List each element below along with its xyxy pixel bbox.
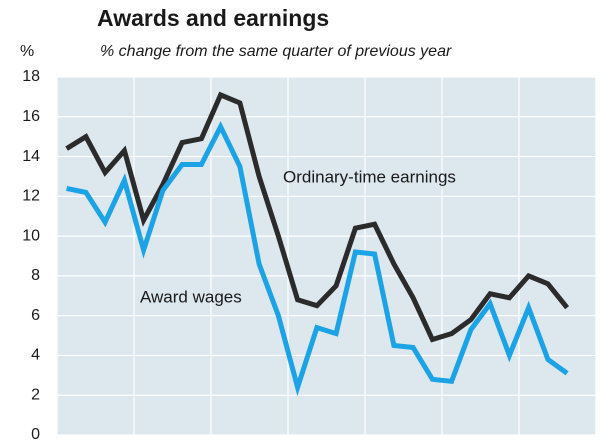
y-tick-label: 14	[22, 148, 40, 165]
y-axis-label: %	[20, 43, 34, 60]
lines	[65, 91, 570, 397]
plot-background	[57, 77, 596, 435]
series-label: Ordinary-time earnings	[283, 167, 456, 186]
y-tick-label: 4	[31, 347, 40, 364]
y-tick-label: 18	[22, 68, 40, 85]
series-line	[66, 121, 569, 397]
chart-subtitle: % change from the same quarter of previo…	[100, 43, 452, 60]
y-tick-label: 12	[22, 188, 40, 205]
y-tick-label: 0	[31, 426, 40, 443]
y-tick-label: 16	[22, 108, 40, 125]
y-tick-label: 10	[22, 227, 40, 244]
series-label: Award wages	[140, 287, 242, 306]
series-line	[65, 91, 570, 343]
y-tick-label: 6	[31, 307, 40, 324]
y-tick-label: 8	[31, 267, 40, 284]
chart-title: Awards and earnings	[97, 5, 329, 31]
y-tick-label: 2	[31, 386, 40, 403]
